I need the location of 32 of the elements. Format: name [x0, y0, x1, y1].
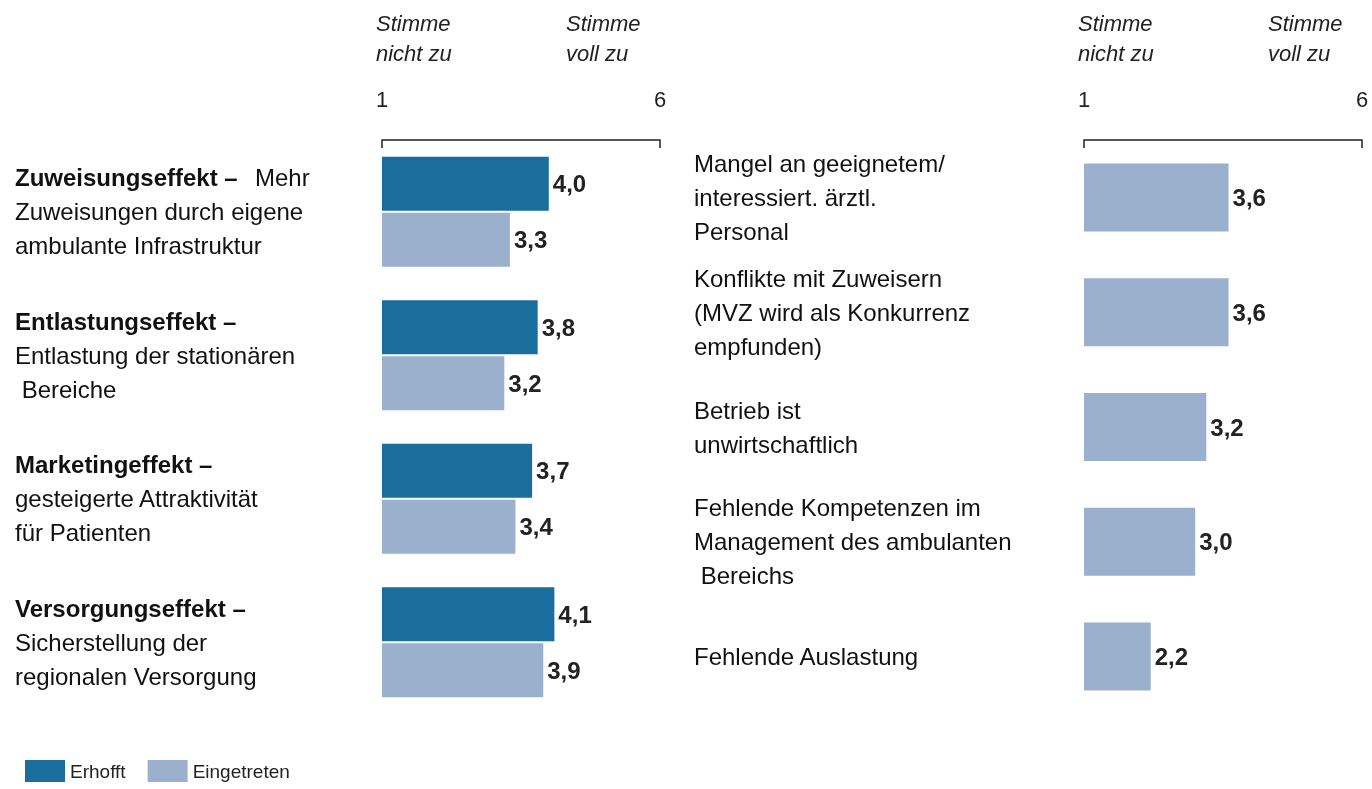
- data-label: 2,2: [1154, 643, 1189, 671]
- legend-label: Erhofft: [70, 760, 127, 782]
- y-tick-label: Betrieb ist unwirtschaftlich: [694, 396, 859, 458]
- data-label: 3,0: [1199, 528, 1233, 556]
- y-tick-label: Zuweisungseffekt – Mehr Zuweisungen durch eigene ambulante Infrastruktur: [15, 164, 317, 260]
- x-tick-label: 6: [653, 86, 667, 112]
- legend-label: Eingetreten: [192, 760, 290, 782]
- data-label: 4,0: [552, 170, 587, 198]
- data-label: 3,7: [536, 457, 570, 485]
- x-tick-label: 1: [375, 86, 389, 112]
- y-tick-label: Mangel an geeignetem/ interessiert. ärztl. Personal: [694, 149, 952, 245]
- y-tick-label: Marketingeffekt – gesteigerte Attraktivität für Patienten: [15, 451, 265, 547]
- text: Stimme nicht zu: [1078, 10, 1159, 66]
- data-label: 3,6: [1232, 183, 1266, 211]
- y-tick-label: Konflikte mit Zuweisern (MVZ wird als Konkurrenz empfunden): [694, 264, 977, 360]
- data-label: 3,2: [508, 369, 542, 397]
- data-label: 4,1: [558, 600, 592, 628]
- data-label: 3,4: [519, 513, 554, 541]
- data-label: 3,3: [513, 226, 548, 254]
- data-label: 3,8: [541, 313, 576, 341]
- text: Stimme nicht zu: [376, 10, 457, 66]
- y-tick-label: Fehlende Auslastung: [694, 643, 919, 671]
- y-tick-label: Entlastungseffekt – Entlastung der stationären Bereiche: [15, 307, 296, 403]
- x-tick-label: 1: [1077, 86, 1091, 112]
- y-tick-label: Versorgungseffekt – Sicherstellung der regionalen Versorgung: [15, 594, 257, 690]
- text: Stimme voll zu: [566, 10, 647, 66]
- data-label: 3,2: [1210, 413, 1244, 441]
- data-label: 3,9: [547, 656, 581, 684]
- data-label: 3,6: [1232, 298, 1266, 326]
- text: Stimme voll zu: [1268, 10, 1349, 66]
- x-tick-label: 6: [1355, 86, 1369, 112]
- y-tick-label: Fehlende Kompetenzen im Management des ambulanten Bereichs: [694, 494, 1012, 590]
